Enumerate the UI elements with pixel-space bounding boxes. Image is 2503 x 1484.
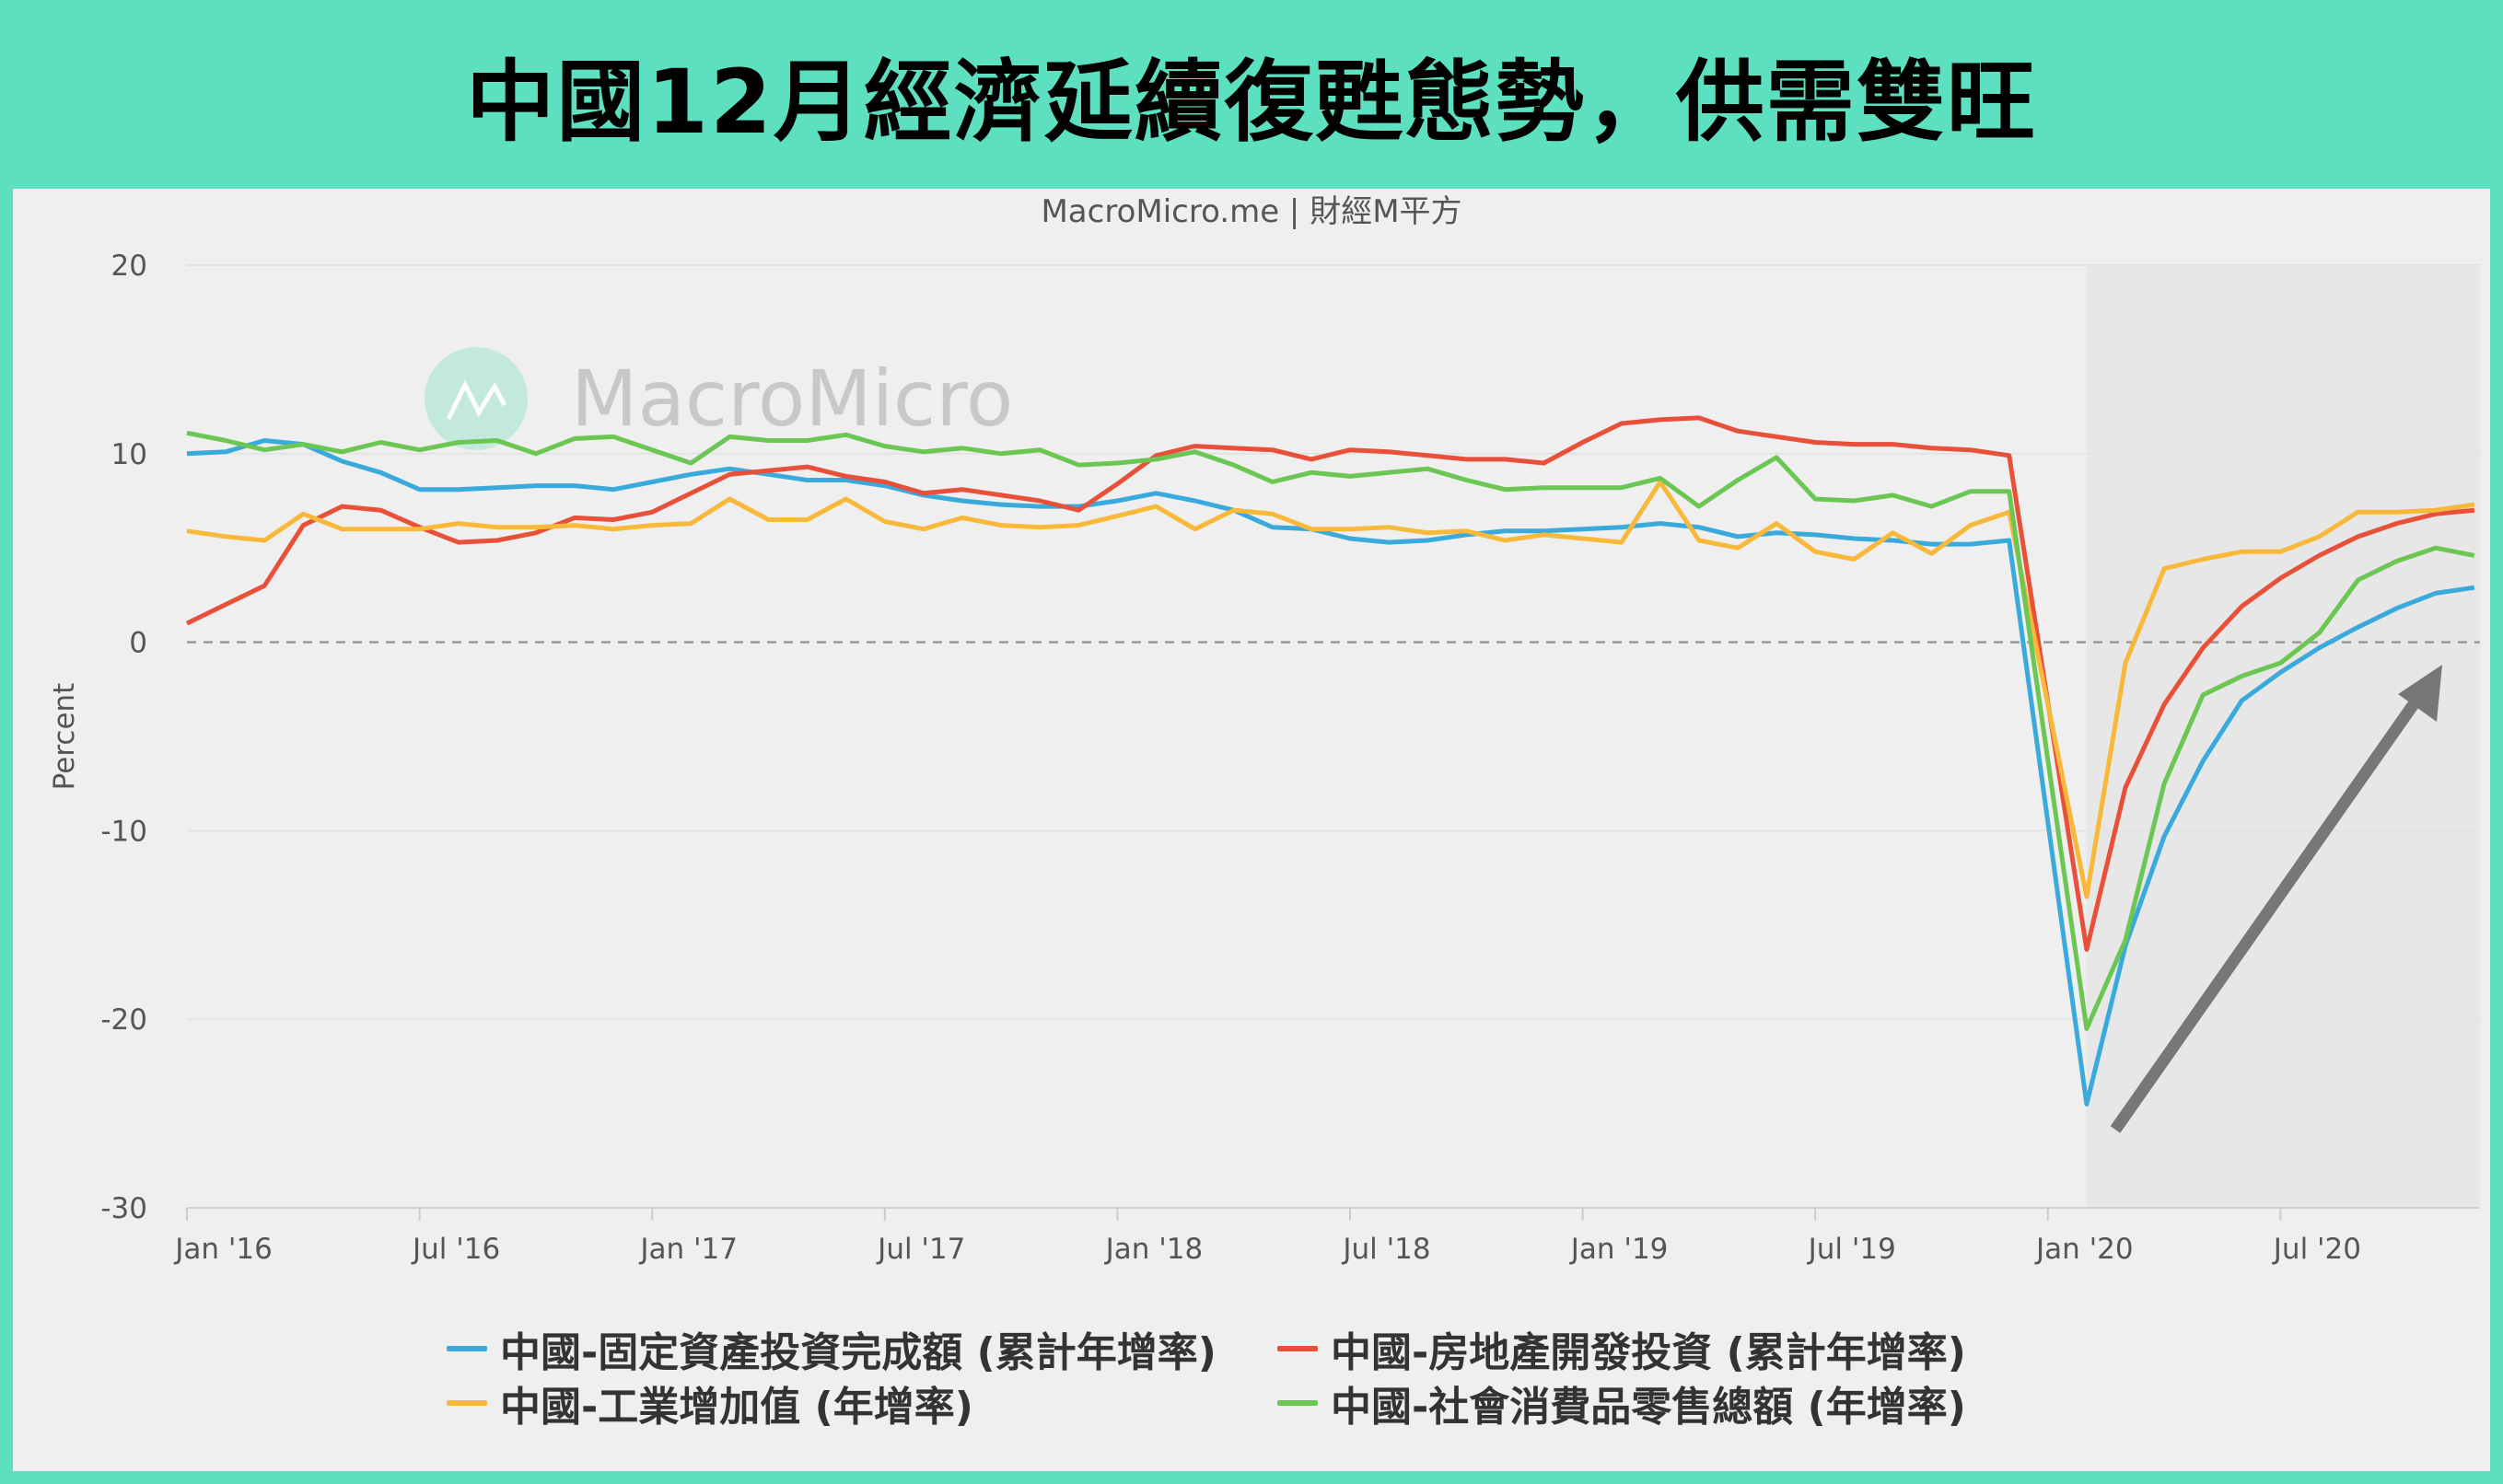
legend-label: 中國-固定資產投資完成額 (累計年增率) <box>500 1329 1217 1376</box>
y-tick-label: 20 <box>111 249 147 283</box>
trend-arrow-shaft <box>2110 689 2427 1133</box>
x-tick-label: Jan '20 <box>2034 1233 2134 1266</box>
x-tick-label: Jul '17 <box>876 1233 965 1266</box>
y-tick-label: -30 <box>100 1192 147 1225</box>
trend-arrow-head-icon <box>2398 665 2442 722</box>
watermark-logo-icon <box>425 347 528 450</box>
legend-item-industrial[interactable]: 中國-工業增加值 (年增率) <box>447 1374 973 1432</box>
y-tick-label: -10 <box>100 815 147 848</box>
series-line-3[interactable] <box>186 430 2475 1031</box>
x-tick-label: Jan '18 <box>1104 1233 1204 1266</box>
legend-swatch <box>1277 1400 1318 1406</box>
y-tick-label: -20 <box>100 1003 147 1037</box>
series-line-2[interactable] <box>186 480 2475 899</box>
legend-item-real-estate[interactable]: 中國-房地產開發投資 (累計年增率) <box>1277 1319 1966 1378</box>
trend-arrow <box>2110 665 2442 1133</box>
shaded-region <box>2086 265 2480 1208</box>
legend-item-retail[interactable]: 中國-社會消費品零售總額 (年增率) <box>1277 1374 1966 1432</box>
watermark: MacroMicro <box>425 347 1013 450</box>
x-tick-label: Jan '16 <box>173 1233 273 1266</box>
x-tick-label: Jul '19 <box>1807 1233 1896 1266</box>
legend-item-fai[interactable]: 中國-固定資產投資完成額 (累計年增率) <box>447 1319 1217 1378</box>
x-tick-label: Jan '17 <box>638 1233 738 1266</box>
x-tick-label: Jul '20 <box>2272 1233 2361 1266</box>
chart-source: MacroMicro.me | 財經M平方 <box>1041 193 1461 230</box>
legend-swatch <box>447 1400 487 1406</box>
legend-label: 中國-社會消費品零售總額 (年增率) <box>1331 1384 1966 1431</box>
x-tick-label: Jul '18 <box>1341 1233 1430 1266</box>
legend-swatch <box>447 1346 487 1351</box>
legend-label: 中國-房地產開發投資 (累計年增率) <box>1331 1329 1966 1376</box>
legend-label: 中國-工業增加值 (年增率) <box>500 1384 973 1431</box>
legend-swatch <box>1277 1346 1318 1351</box>
x-tick-label: Jul '16 <box>411 1233 500 1266</box>
watermark-chart-icon <box>446 379 507 421</box>
series-line-1[interactable] <box>185 415 2475 952</box>
page-title: 中國12月經濟延續復甦態勢，供需雙旺 <box>466 51 2037 154</box>
y-tick-label: 0 <box>129 627 147 660</box>
x-tick-label: Jan '19 <box>1569 1233 1669 1266</box>
y-tick-label: 10 <box>111 438 147 471</box>
y-axis-label: Percent <box>48 683 81 791</box>
watermark-text: MacroMicro <box>571 354 1013 444</box>
